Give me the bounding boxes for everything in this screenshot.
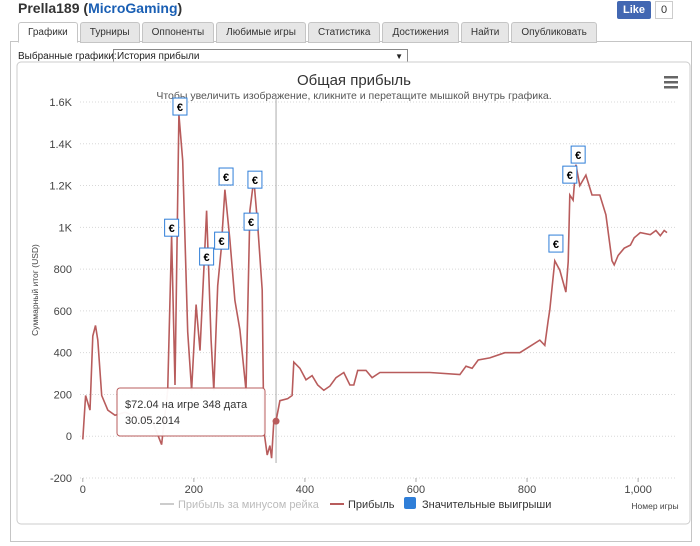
marker-box bbox=[548, 234, 564, 253]
like-widget: Like 0 bbox=[617, 1, 674, 19]
select-value: История прибыли bbox=[117, 51, 200, 62]
legend-label: Прибыль за минусом рейка bbox=[178, 499, 320, 511]
tooltip-text: $72.04 на игре 348 дата bbox=[125, 399, 248, 411]
paren: ) bbox=[177, 0, 183, 16]
chart-subtitle: Чтобы увеличить изображение, кликните и … bbox=[156, 90, 551, 102]
marker-box bbox=[562, 165, 578, 184]
tab[interactable]: Оппоненты bbox=[141, 22, 215, 43]
legend-label: Прибыль bbox=[348, 499, 395, 511]
tab[interactable]: Достижения bbox=[382, 22, 459, 43]
network-link[interactable]: MicroGaming bbox=[88, 0, 178, 16]
x-axis-label: Номер игры bbox=[631, 501, 678, 511]
marker-box bbox=[172, 97, 188, 116]
tooltip-box bbox=[116, 387, 266, 437]
hover-point bbox=[272, 417, 280, 425]
y-tick-label: 400 bbox=[54, 348, 72, 360]
marker-box bbox=[218, 167, 234, 186]
x-tick-label: 1,000 bbox=[624, 484, 652, 496]
marker-label: € bbox=[248, 217, 254, 229]
chart-title: Общая прибыль bbox=[297, 72, 411, 89]
y-tick-label: 1.4K bbox=[49, 139, 72, 151]
tab[interactable]: Любимые игры bbox=[216, 22, 306, 43]
win-marker: € bbox=[218, 167, 234, 186]
win-marker: € bbox=[562, 165, 578, 184]
marker-label: € bbox=[204, 252, 210, 264]
y-tick-label: 0 bbox=[66, 431, 72, 443]
marker-label: € bbox=[177, 102, 183, 114]
marker-box bbox=[199, 247, 215, 266]
tab[interactable]: Статистика bbox=[307, 22, 381, 43]
user: Prella189 ( bbox=[18, 0, 89, 16]
tabs: Графики Турниры Оппоненты Любимые игры Стати… bbox=[18, 22, 597, 43]
win-marker: € bbox=[548, 234, 564, 253]
win-marker: € bbox=[199, 247, 215, 266]
legend-swatch bbox=[404, 497, 416, 509]
x-tick-label: 200 bbox=[185, 484, 203, 496]
page-title: Prella189 (MicroGaming) bbox=[18, 0, 182, 16]
y-axis-label: Суммарный итог (USD) bbox=[30, 244, 40, 336]
marker-box bbox=[214, 231, 230, 250]
win-marker: € bbox=[164, 218, 180, 237]
marker-label: € bbox=[169, 223, 175, 235]
legend-label: Значительные выигрыши bbox=[422, 499, 551, 511]
y-tick-label: 1K bbox=[59, 222, 73, 234]
arrow: ▼ bbox=[395, 52, 403, 61]
x-tick-label: 0 bbox=[80, 484, 86, 496]
marker-label: € bbox=[252, 175, 258, 187]
win-marker: € bbox=[172, 97, 188, 116]
marker-label: € bbox=[223, 172, 229, 184]
y-tick-label: -200 bbox=[50, 473, 72, 485]
tab[interactable]: Найти bbox=[460, 22, 510, 43]
like-button[interactable]: Like bbox=[617, 1, 652, 19]
selector-label: Выбранные графики: bbox=[18, 51, 117, 62]
tooltip-text: 30.05.2014 bbox=[125, 415, 180, 427]
y-tick-label: 1.2K bbox=[49, 181, 72, 193]
profit-line bbox=[82, 114, 668, 459]
win-marker: € bbox=[247, 170, 263, 189]
marker-label: € bbox=[575, 150, 581, 162]
tab[interactable]: Турниры bbox=[79, 22, 140, 43]
x-tick-label: 600 bbox=[407, 484, 425, 496]
win-marker: € bbox=[570, 145, 586, 164]
y-tick-label: 600 bbox=[54, 306, 72, 318]
marker-label: € bbox=[567, 170, 573, 182]
x-tick-label: 400 bbox=[296, 484, 314, 496]
menu-icon[interactable] bbox=[664, 76, 678, 89]
chart-frame bbox=[16, 61, 691, 525]
y-tick-label: 200 bbox=[54, 389, 72, 401]
like-count: 0 bbox=[655, 1, 674, 19]
win-marker: € bbox=[243, 212, 259, 231]
marker-box bbox=[247, 170, 263, 189]
y-tick-label: 800 bbox=[54, 264, 72, 276]
y-tick-label: 1.6K bbox=[49, 97, 72, 109]
win-marker: € bbox=[214, 231, 230, 250]
marker-box bbox=[164, 218, 180, 237]
x-tick-label: 800 bbox=[518, 484, 536, 496]
marker-box bbox=[243, 212, 259, 231]
marker-label: € bbox=[553, 239, 559, 251]
marker-label: € bbox=[219, 236, 225, 248]
marker-box bbox=[570, 145, 586, 164]
tab[interactable]: Графики bbox=[18, 22, 78, 43]
tab[interactable]: Опубликовать bbox=[511, 22, 597, 43]
